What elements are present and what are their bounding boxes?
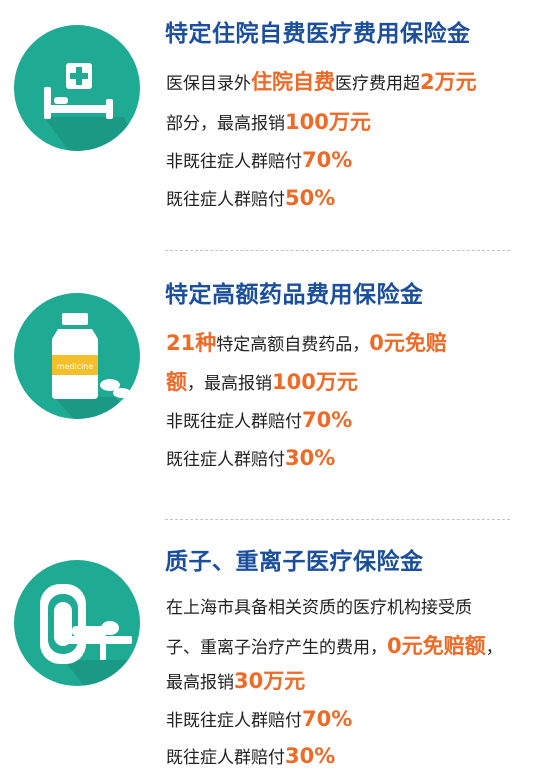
line-3: 最高报销30万元 [166, 669, 305, 695]
line-4: 非既往症人群赔付70% [166, 707, 352, 733]
section-title: 特定住院自费医疗费用保险金 [165, 21, 471, 47]
section-title: 特定高额药品费用保险金 [165, 282, 424, 308]
body-text: 医疗费用超 [335, 74, 420, 94]
line-2: 部分，最高报销100万元 [166, 110, 371, 136]
highlight-text: 70% [302, 148, 353, 172]
line-1: 医保目录外住院自费医疗费用超2万元 [166, 70, 477, 96]
line-2: 额，最高报销100万元 [166, 370, 358, 396]
section-title: 质子、重离子医疗保险金 [165, 549, 424, 575]
highlight-text: 21种 [166, 331, 217, 355]
body-text: 非既往症人群赔付 [166, 152, 302, 172]
body-text: 既往症人群赔付 [166, 190, 285, 210]
line-5: 既往症人群赔付30% [166, 744, 335, 770]
ct-scanner-icon [14, 560, 140, 686]
highlight-text: 100万元 [272, 370, 358, 394]
line-3: 非既往症人群赔付70% [166, 148, 352, 174]
highlight-text: 2万元 [420, 70, 477, 94]
line-2: 子、重离子治疗产生的费用，0元免赔额， [166, 634, 503, 660]
body-text: 在上海市具备相关资质的医疗机构接受质 [166, 598, 472, 618]
line-3: 非既往症人群赔付70% [166, 408, 352, 434]
highlight-text: 50% [285, 186, 336, 210]
body-text: 部分，最高报销 [166, 114, 285, 134]
highlight-text: 30万元 [234, 669, 306, 693]
body-text: 非既往症人群赔付 [166, 711, 302, 731]
body-text: 最高报销 [166, 673, 234, 693]
divider [165, 250, 510, 251]
highlight-text: 住院自费 [251, 70, 335, 94]
highlight-text: 0元免赔额 [387, 634, 486, 658]
highlight-text: 30% [285, 446, 336, 470]
highlight-text: 0元免赔 [369, 331, 447, 355]
body-text: ， [485, 638, 503, 658]
line-1: 21种特定高额自费药品，0元免赔 [166, 331, 447, 357]
medicine-bottle-icon: medicine [14, 293, 140, 419]
highlight-text: 30% [285, 744, 336, 768]
line-4: 既往症人群赔付50% [166, 186, 335, 212]
body-text: 特定高额自费药品， [216, 335, 370, 355]
body-text: 既往症人群赔付 [166, 450, 285, 470]
highlight-text: 额 [166, 370, 187, 394]
section-inpatient: 特定住院自费医疗费用保险金 医保目录外住院自费医疗费用超2万元 部分，最高报销1… [0, 0, 550, 250]
bottle-label: medicine [57, 362, 94, 371]
highlight-text: 100万元 [285, 110, 371, 134]
highlight-text: 70% [302, 707, 353, 731]
line-4: 既往症人群赔付30% [166, 446, 335, 472]
body-text: 既往症人群赔付 [166, 748, 285, 768]
body-text: 医保目录外 [166, 74, 251, 94]
divider [165, 519, 510, 520]
section-drugs: medicine 特定高额药品费用保险金 21种特定高额自费药品，0元免赔 额，… [14, 282, 447, 472]
line-1: 在上海市具备相关资质的医疗机构接受质 [166, 596, 472, 620]
body-text: ，最高报销 [187, 374, 272, 394]
highlight-text: 70% [302, 408, 353, 432]
body-text: 非既往症人群赔付 [166, 412, 302, 432]
body-text: 子、重离子治疗产生的费用， [166, 638, 387, 658]
hospital-bed-icon [14, 25, 140, 151]
